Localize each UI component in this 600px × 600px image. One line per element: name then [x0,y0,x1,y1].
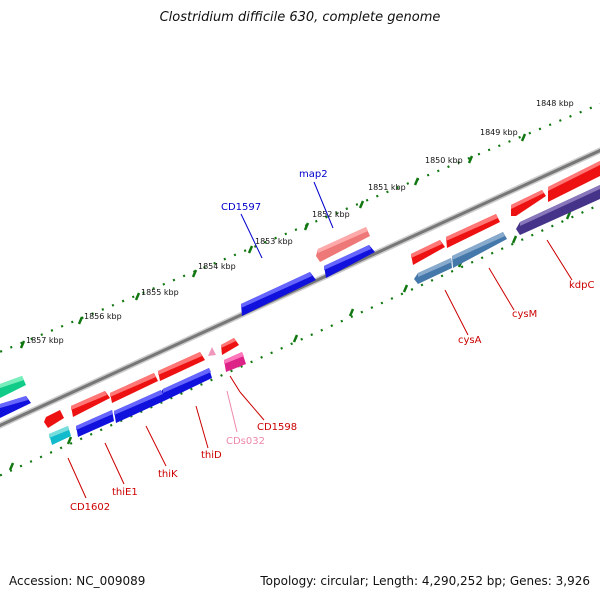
kbp-label-1853: 1853 kbp [255,237,293,246]
inner-ruler [0,203,600,477]
gene-blue-left[interactable] [0,396,31,418]
gene-red-cysA[interactable] [411,240,445,265]
gene-pink-small[interactable] [208,347,216,356]
kbp-label-1857: 1857 kbp [26,336,64,345]
gene-blue-CD1597[interactable] [241,272,316,316]
gene-red-CD1598[interactable] [221,338,239,355]
gene-pink-CDs032[interactable] [224,352,246,372]
map-title: Clostridium difficile 630, complete geno… [159,10,441,25]
gene-label-CD1597[interactable]: CD1597 [221,202,261,213]
gene-label-thiE1[interactable]: thiE1 [112,487,138,498]
gene-label-map2[interactable]: map2 [299,169,328,180]
gene-label-cysA[interactable]: cysA [458,335,482,346]
gene-red-cysM[interactable] [446,214,500,248]
kbp-label-1849: 1849 kbp [480,128,518,137]
gene-blue-map2-lower[interactable] [324,245,375,278]
gene-red-thiK[interactable] [110,373,158,403]
gene-blue-thiE1-lower[interactable] [76,410,114,437]
kbp-label-1851: 1851 kbp [368,183,406,192]
gene-indigo-kdpC[interactable] [516,185,600,235]
gene-label-CD1602[interactable]: CD1602 [70,502,110,513]
genome-backbone-core [0,148,600,428]
accession-text: Accession: NC_009089 [9,574,146,588]
kbp-label-1854: 1854 kbp [198,262,236,271]
gene-label-thiK[interactable]: thiK [158,469,178,480]
gene-blue-thiK-lower[interactable] [114,390,164,423]
gene-red-CD1602[interactable] [44,410,64,428]
gene-label-CD1598[interactable]: CD1598 [257,422,297,433]
kbp-label-1852: 1852 kbp [312,210,350,219]
kbp-label-1855: 1855 kbp [141,288,179,297]
kbp-label-1850: 1850 kbp [425,156,463,165]
gene-label-cysM[interactable]: cysM [512,309,537,320]
gene-red-thiE1[interactable] [71,391,110,417]
gene-blue-thiD-lower[interactable] [160,368,212,401]
label-leader-lines [67,181,573,499]
gene-cyan-CD1602[interactable] [49,426,71,445]
outer-ruler [0,102,600,354]
gene-red-far-right-2[interactable] [511,190,546,216]
gene-label-kdpC[interactable]: kdpC [569,280,594,291]
gene-label-thiD[interactable]: thiD [201,450,222,461]
gene-red-far-right-1[interactable] [548,161,600,202]
gene-steel-cysA[interactable] [414,258,452,284]
kbp-label-1856: 1856 kbp [84,312,122,321]
gene-salmon-map2[interactable] [316,227,370,262]
gene-label-CDs032[interactable]: CDs032 [226,436,265,447]
gene-green-left[interactable] [0,376,26,398]
kbp-label-1848: 1848 kbp [536,99,574,108]
gene-steel-cysM[interactable] [452,232,507,268]
gene-red-thiD[interactable] [158,352,205,381]
genome-summary-text: Topology: circular; Length: 4,290,252 bp… [260,574,590,588]
